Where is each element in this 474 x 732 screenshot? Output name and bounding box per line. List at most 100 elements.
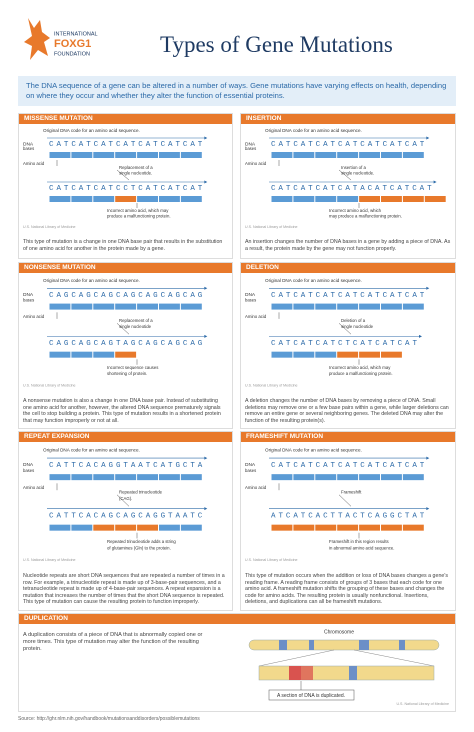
note: single nucleotide <box>119 324 152 329</box>
amino-acid-box <box>359 303 380 310</box>
amino-acid-box <box>359 152 380 158</box>
pointer <box>338 494 352 507</box>
note: single nucleotide. <box>341 171 374 176</box>
amino-acid: Ile <box>411 352 416 357</box>
amino-acid: His <box>432 304 438 309</box>
caption: Original DNA code for an amino acid sequ… <box>265 447 362 452</box>
amino-acid-box <box>337 152 359 158</box>
sequence: CATCATCATCTCATCATCAT <box>271 340 417 348</box>
amino-acid-box <box>49 152 71 158</box>
pointer <box>116 323 130 335</box>
caption: Original DNA code for an amino acid sequ… <box>43 278 140 283</box>
panel-title: REPEAT EXPANSION <box>19 432 232 442</box>
amino-acid-box <box>402 196 424 202</box>
arrow-head <box>204 136 208 140</box>
amino-acid-box <box>115 474 137 481</box>
sequence: CAGCAGCAGTAGCAGCAGCAG <box>49 340 203 348</box>
amino-acid-box <box>337 474 359 481</box>
note: Incorrect amino acid, which <box>329 208 382 213</box>
amino-acid-box <box>115 196 137 202</box>
amino-acid-box <box>359 524 380 531</box>
arrow-head <box>204 456 208 460</box>
note: Incorrect amino acid, which may <box>329 365 391 370</box>
pointer <box>338 323 352 335</box>
credit: U.S. National Library of Medicine <box>23 225 76 229</box>
band <box>349 666 357 680</box>
intro: The DNA sequence of a gene can be altere… <box>18 76 456 106</box>
amino-acid-box <box>359 196 380 202</box>
caption: Original DNA code for an amino acid sequ… <box>43 447 140 452</box>
credit: U.S. National Library of Medicine <box>245 225 298 229</box>
amino-acid-box <box>180 524 202 531</box>
dna-diagram: Original DNA code for an amino acid sequ… <box>23 447 218 562</box>
fox-icon <box>24 18 50 60</box>
amino-acid-box <box>115 351 137 358</box>
amino-acid-box <box>402 524 424 531</box>
note: Repeated trinucleotide <box>119 490 163 495</box>
bases-label: bases <box>23 297 34 302</box>
amino-acid-box <box>180 196 202 202</box>
dna-label: DNA <box>245 141 256 147</box>
bases-label: bases <box>245 468 256 473</box>
amino-acid-box <box>315 524 337 531</box>
logo: INTERNATIONAL FOXG1 FOUNDATION <box>24 18 98 60</box>
amino-acid-box <box>337 524 359 531</box>
amino-acid-box <box>71 303 93 310</box>
amino-acid-box <box>71 351 93 358</box>
credit: U.S. National Library of Medicine <box>396 702 449 706</box>
amino-acid-box <box>359 474 380 481</box>
dna-diagram: Original DNA code for an amino acid sequ… <box>23 128 216 229</box>
note: Insertion of a <box>341 165 366 170</box>
arrow-head <box>426 286 430 290</box>
amino-acid-box <box>93 196 115 202</box>
pointer <box>338 169 352 181</box>
chromosome <box>248 639 440 651</box>
amino-acid: His <box>432 152 438 157</box>
org-name: FOXG1 <box>54 38 91 50</box>
amino-acid-box <box>49 474 71 481</box>
arrow-head <box>433 180 437 184</box>
sequence: CATTCACAGGTAATCATGCTA <box>49 462 203 470</box>
amino-acid-box <box>71 196 93 202</box>
amino-acid-box <box>93 351 115 358</box>
note: Deletion of a <box>341 318 366 323</box>
band <box>279 640 287 650</box>
org-line: FOUNDATION <box>54 51 90 57</box>
amino-acid-box <box>337 303 359 310</box>
caption: Original DNA code for an amino acid sequ… <box>265 278 362 283</box>
note: single nucleotide. <box>119 171 152 176</box>
amino-acid-box <box>293 524 315 531</box>
credit: U.S. National Library of Medicine <box>245 383 298 387</box>
amino-acid: Leu <box>210 474 218 479</box>
amino-acid: Ser <box>454 196 455 201</box>
note: (CAG). <box>119 496 132 501</box>
amino-acid-box <box>137 474 158 481</box>
amino-acid-box <box>137 303 158 310</box>
amino-acid-box <box>271 524 293 531</box>
description: Nucleotide repeats are short DNA sequenc… <box>23 573 225 606</box>
amino-acid-box <box>159 524 180 531</box>
aa-label: Amino acid <box>23 485 45 490</box>
amino-acid-box <box>71 474 93 481</box>
amino-acid-box <box>402 152 424 158</box>
amino-acid-box <box>93 303 115 310</box>
dna-diagram: Original DNA code for an amino acid sequ… <box>245 128 461 229</box>
note: Frameshift in this region results <box>329 539 389 544</box>
amino-acid-box <box>159 303 180 310</box>
panel-title: DELETION <box>241 263 455 273</box>
sequence: CATTCACAGCAGCAGGTAATC <box>49 512 203 520</box>
amino-acid-box <box>293 152 315 158</box>
bases-label: bases <box>245 146 256 151</box>
mutation-panel: REPEAT EXPANSION Original DNA code for an… <box>18 431 233 611</box>
description: A deletion changes the number of DNA bas… <box>245 398 449 424</box>
amino-acid-box <box>315 303 337 310</box>
band <box>309 640 314 650</box>
amino-acid-box <box>115 303 137 310</box>
amino-acid-box <box>381 351 402 358</box>
amino-acid-box <box>315 196 337 202</box>
amino-acid-box <box>49 303 71 310</box>
amino-acid-box <box>381 152 402 158</box>
caption: Original DNA code for an amino acid sequ… <box>265 128 362 133</box>
bases-label: bases <box>23 468 34 473</box>
pointer <box>116 169 130 181</box>
